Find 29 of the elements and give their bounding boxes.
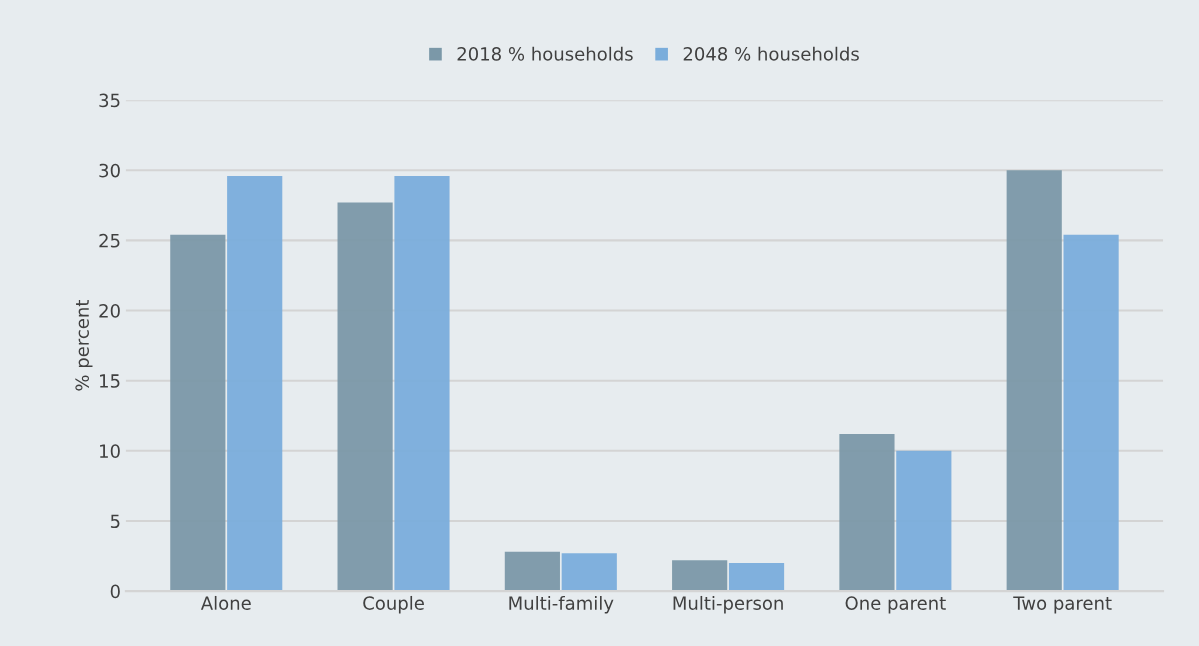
x-tick-label: Multi-family (509, 595, 614, 614)
y-tick-label: 25 (99, 233, 120, 248)
bar (170, 234, 226, 592)
legend-label: 2048 % households (683, 46, 859, 61)
x-tick-label: Multi-person (673, 595, 783, 614)
x-tick-label: Alone (200, 595, 251, 610)
legend-label: 2018 % households (457, 46, 633, 61)
y-tick-label: 15 (100, 374, 120, 388)
y-tick-label: 5 (110, 514, 120, 529)
bar (1063, 234, 1119, 592)
y-tick-label: 10 (100, 444, 120, 458)
bar (394, 175, 450, 592)
bar (728, 563, 785, 592)
y-axis-title: % percent (75, 300, 93, 391)
x-tick-label: Two parent (1013, 596, 1112, 614)
y-tick-label: 30 (99, 163, 120, 178)
bar (227, 175, 283, 592)
bar (337, 202, 393, 592)
x-tick-label: Couple (363, 595, 424, 614)
bar (1006, 170, 1062, 592)
x-tick-label: One parent (845, 596, 946, 614)
y-tick-label: 0 (110, 584, 120, 599)
bar (839, 433, 895, 592)
y-tick-label: 20 (99, 304, 120, 318)
bar (672, 560, 728, 592)
bar (504, 551, 560, 592)
bar (561, 553, 617, 592)
bar (896, 450, 952, 592)
y-tick-label: 35 (99, 93, 120, 108)
